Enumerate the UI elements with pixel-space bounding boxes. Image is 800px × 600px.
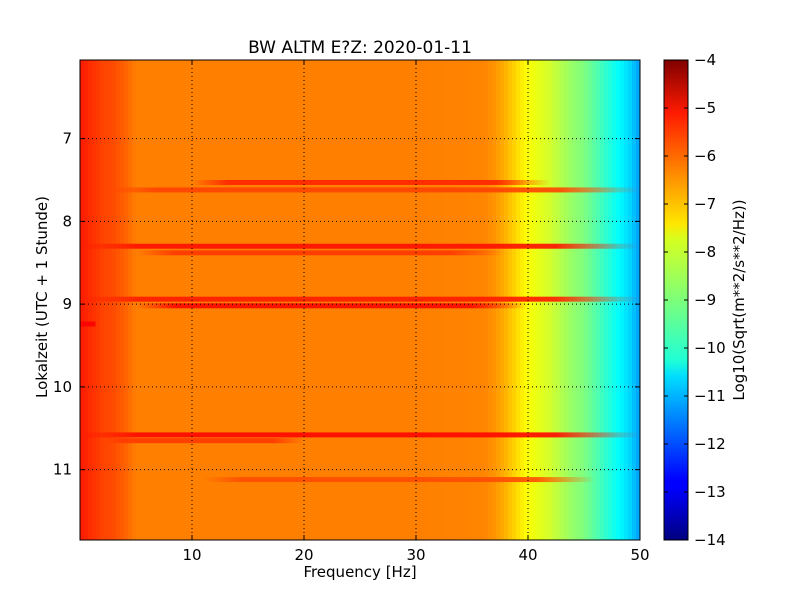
plot-area (80, 60, 640, 540)
colorbar-tick-label: −13 (694, 483, 726, 501)
y-tick-label: 10 (53, 378, 72, 396)
plot-frame (79, 59, 641, 541)
colorbar-tick-label: −8 (694, 243, 716, 261)
x-tick-label: 50 (630, 546, 649, 564)
x-tick-label: 40 (518, 546, 537, 564)
x-axis-label: Frequency [Hz] (303, 563, 416, 581)
spectrogram-event-band (136, 250, 506, 256)
colorbar-tick-label: −6 (694, 147, 716, 165)
colorbar-tick-label: −7 (694, 195, 716, 213)
x-axis-ticks: 10 20 30 40 50 (182, 60, 650, 564)
spectrogram-event-band (80, 243, 640, 249)
spectrogram-event-band (192, 179, 551, 185)
x-tick-label: 10 (182, 546, 201, 564)
y-axis-label: Lokalzeit (UTC + 1 Stunde) (33, 196, 51, 398)
chart-title: BW ALTM E?Z: 2020-01-11 (248, 38, 472, 58)
colorbar-ticks: −4 −5 −6 −7 −8 −9 −10 −11 −12 −13 −14 (664, 51, 726, 549)
spectrogram-event-band (203, 477, 596, 483)
y-tick-label: 7 (62, 130, 72, 148)
colorbar-tick-label: −5 (694, 99, 716, 117)
spectrogram-event-band (80, 432, 640, 438)
colorbar-tick-label: −10 (694, 339, 726, 357)
y-tick-label: 8 (62, 212, 72, 230)
y-tick-label: 11 (53, 461, 72, 479)
spectrogram-event-band (102, 187, 640, 193)
x-tick-label: 30 (406, 546, 425, 564)
spectrogram-event-band (136, 303, 528, 309)
colorbar-tick-label: −11 (694, 387, 726, 405)
y-tick-label: 9 (62, 295, 72, 313)
colorbar-label: Log10(Sqrt(m**2/s**2/Hz)) (730, 199, 748, 400)
y-axis-ticks: 7 8 9 10 11 (53, 130, 640, 479)
grid-lines (80, 60, 640, 540)
spectrogram-events (80, 179, 640, 483)
colorbar-tick-label: −9 (694, 291, 716, 309)
x-tick-label: 20 (294, 546, 313, 564)
spectrogram-event-band (80, 296, 640, 302)
colorbar-tick-label: −12 (694, 435, 726, 453)
colorbar-tick-label: −4 (694, 51, 716, 69)
spectrogram-event-band (102, 438, 305, 444)
spectrogram-event-band (80, 321, 97, 327)
colorbar-tick-label: −14 (694, 531, 726, 549)
